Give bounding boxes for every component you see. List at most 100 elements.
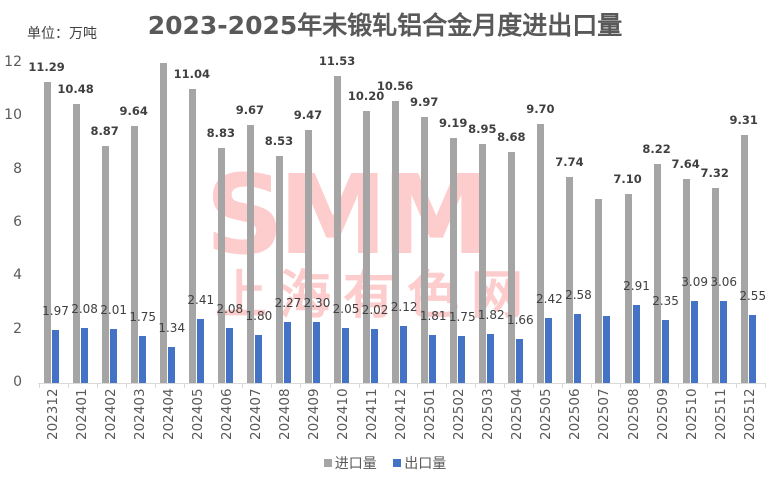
bar-export[interactable] [51, 330, 59, 383]
y-tick-label: 2 [13, 320, 22, 337]
x-tick-mark [678, 383, 680, 388]
bar-import[interactable] [566, 176, 574, 383]
bar-export[interactable] [574, 314, 582, 383]
x-tick-mark [590, 383, 592, 388]
bar-export[interactable] [342, 328, 350, 383]
bar-export[interactable] [661, 320, 669, 383]
bar-import[interactable] [217, 147, 225, 383]
bar-import[interactable] [101, 146, 109, 383]
data-label-import: 11.29 [28, 59, 65, 74]
bar-export[interactable] [516, 338, 524, 383]
data-label-export: 3.09 [681, 274, 708, 289]
bar-export[interactable] [719, 301, 727, 383]
y-tick-label: 4 [13, 267, 22, 284]
data-label-import: 8.53 [264, 133, 294, 148]
bar-export[interactable] [80, 327, 88, 383]
bar-import[interactable] [392, 101, 400, 383]
x-tick-label: 202504 [509, 388, 526, 440]
x-tick-label: 202408 [276, 388, 293, 440]
bar-import[interactable] [275, 155, 283, 383]
x-tick-mark [155, 383, 157, 388]
legend-item-import[interactable]: 进口量 [323, 453, 377, 473]
bar-import[interactable] [304, 130, 312, 383]
legend-label-import: 进口量 [334, 456, 377, 472]
bar-import[interactable] [508, 151, 516, 383]
data-label-import: 8.83 [206, 125, 235, 140]
bar-import[interactable] [246, 125, 254, 383]
data-label-import: 7.32 [700, 165, 729, 180]
data-label-import: 9.67 [235, 103, 265, 118]
x-tick-label: 202506 [567, 388, 584, 440]
bar-import[interactable] [130, 125, 138, 383]
bar-export[interactable] [138, 336, 146, 383]
bar-export[interactable] [283, 322, 291, 383]
data-label-export: 2.30 [303, 295, 331, 310]
x-tick-mark [213, 383, 215, 388]
x-tick-mark [445, 383, 447, 388]
data-label-import: 8.22 [642, 141, 671, 156]
y-tick-label: 12 [4, 54, 22, 70]
bar-export[interactable] [429, 334, 437, 383]
data-label-import: 9.47 [293, 108, 323, 123]
data-label-export: 2.01 [100, 303, 127, 318]
x-tick-label: 202507 [596, 388, 613, 440]
bar-export[interactable] [400, 326, 408, 383]
bar-import[interactable] [537, 124, 545, 383]
data-label-export: 1.82 [477, 308, 505, 323]
bar-import[interactable] [363, 111, 371, 383]
bar-export[interactable] [487, 334, 495, 383]
bar-import[interactable] [653, 163, 661, 383]
data-label-export: 3.06 [710, 275, 738, 290]
data-label-export: 1.75 [129, 310, 157, 325]
bar-export[interactable] [545, 318, 553, 383]
bar-export[interactable] [225, 327, 233, 383]
bar-import[interactable] [682, 179, 690, 383]
legend-label-export: 出口量 [404, 456, 447, 472]
bar-export[interactable] [690, 300, 698, 383]
unit-label: 单位：万吨 [27, 26, 97, 42]
bar-import[interactable] [711, 187, 719, 383]
x-tick-mark [707, 383, 709, 388]
bar-export[interactable] [312, 321, 320, 383]
y-tick-label: 8 [13, 160, 22, 177]
bar-export[interactable] [748, 315, 756, 383]
x-tick-label: 202402 [102, 388, 119, 440]
x-tick-label: 202410 [335, 388, 352, 440]
data-label-import: 9.70 [526, 102, 555, 117]
x-tick-label: 202406 [218, 388, 235, 440]
bar-export[interactable] [632, 305, 640, 383]
bar-export[interactable] [109, 329, 117, 383]
bar-import[interactable] [624, 193, 632, 383]
bar-export[interactable] [371, 329, 379, 383]
legend-item-export[interactable]: 出口量 [393, 453, 446, 473]
data-label-export: 1.75 [448, 310, 476, 325]
bar-import[interactable] [43, 81, 51, 383]
bar-export[interactable] [458, 336, 466, 383]
x-tick-label: 202401 [73, 388, 90, 440]
x-tick-mark [561, 383, 563, 388]
bar-import[interactable] [72, 103, 80, 383]
data-label-export: 1.81 [419, 308, 447, 323]
bar-import[interactable] [188, 88, 196, 383]
bar-import[interactable] [334, 75, 342, 383]
data-label-import: 7.10 [613, 171, 642, 186]
data-label-export: 2.35 [652, 294, 679, 309]
data-label-import: 11.53 [318, 53, 356, 68]
x-tick-mark [765, 383, 767, 388]
x-tick-label: 202511 [712, 388, 729, 440]
data-label-export: 1.97 [42, 304, 69, 319]
bar-import[interactable] [450, 137, 458, 383]
bar-import[interactable] [159, 63, 167, 383]
bar-export[interactable] [196, 318, 204, 383]
bar-export[interactable] [254, 335, 262, 383]
bar-import[interactable] [595, 199, 603, 383]
bar-import[interactable] [421, 117, 429, 383]
bar-import[interactable] [740, 134, 748, 383]
bar-export[interactable] [603, 316, 611, 383]
data-label-export: 2.42 [536, 292, 563, 307]
bar-export[interactable] [167, 347, 175, 383]
x-tick-label: 202409 [305, 388, 322, 440]
data-label-import: 9.97 [409, 95, 439, 110]
bar-import[interactable] [479, 144, 487, 383]
